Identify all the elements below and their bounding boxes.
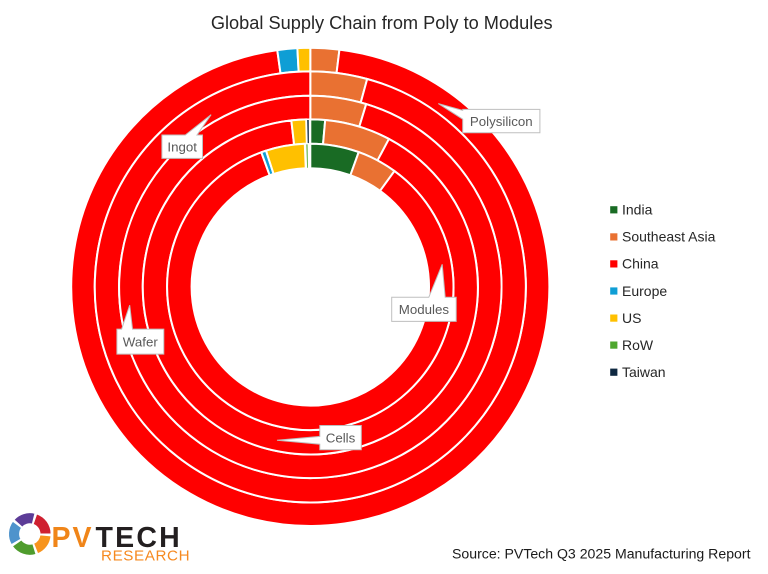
- svg-text:Europe: Europe: [622, 283, 667, 299]
- svg-text:PV: PV: [52, 522, 94, 554]
- svg-text:Southeast Asia: Southeast Asia: [622, 229, 716, 245]
- svg-text:RoW: RoW: [622, 337, 654, 353]
- svg-text:Taiwan: Taiwan: [622, 364, 666, 380]
- svg-text:Source: PVTech Q3 2025 Manufac: Source: PVTech Q3 2025 Manufacturing Rep…: [452, 546, 751, 562]
- svg-text:Ingot: Ingot: [167, 140, 197, 155]
- svg-text:Polysilicon: Polysilicon: [470, 114, 533, 129]
- svg-text:Modules: Modules: [399, 302, 450, 317]
- svg-text:India: India: [622, 202, 653, 218]
- svg-text:Global Supply Chain from Poly: Global Supply Chain from Poly to Modules: [211, 13, 553, 33]
- svg-text:Wafer: Wafer: [123, 334, 159, 349]
- svg-text:US: US: [622, 310, 641, 326]
- svg-text:TECH: TECH: [96, 522, 182, 554]
- svg-text:RESEARCH: RESEARCH: [101, 548, 190, 565]
- svg-text:China: China: [622, 256, 659, 272]
- svg-text:Cells: Cells: [326, 430, 356, 445]
